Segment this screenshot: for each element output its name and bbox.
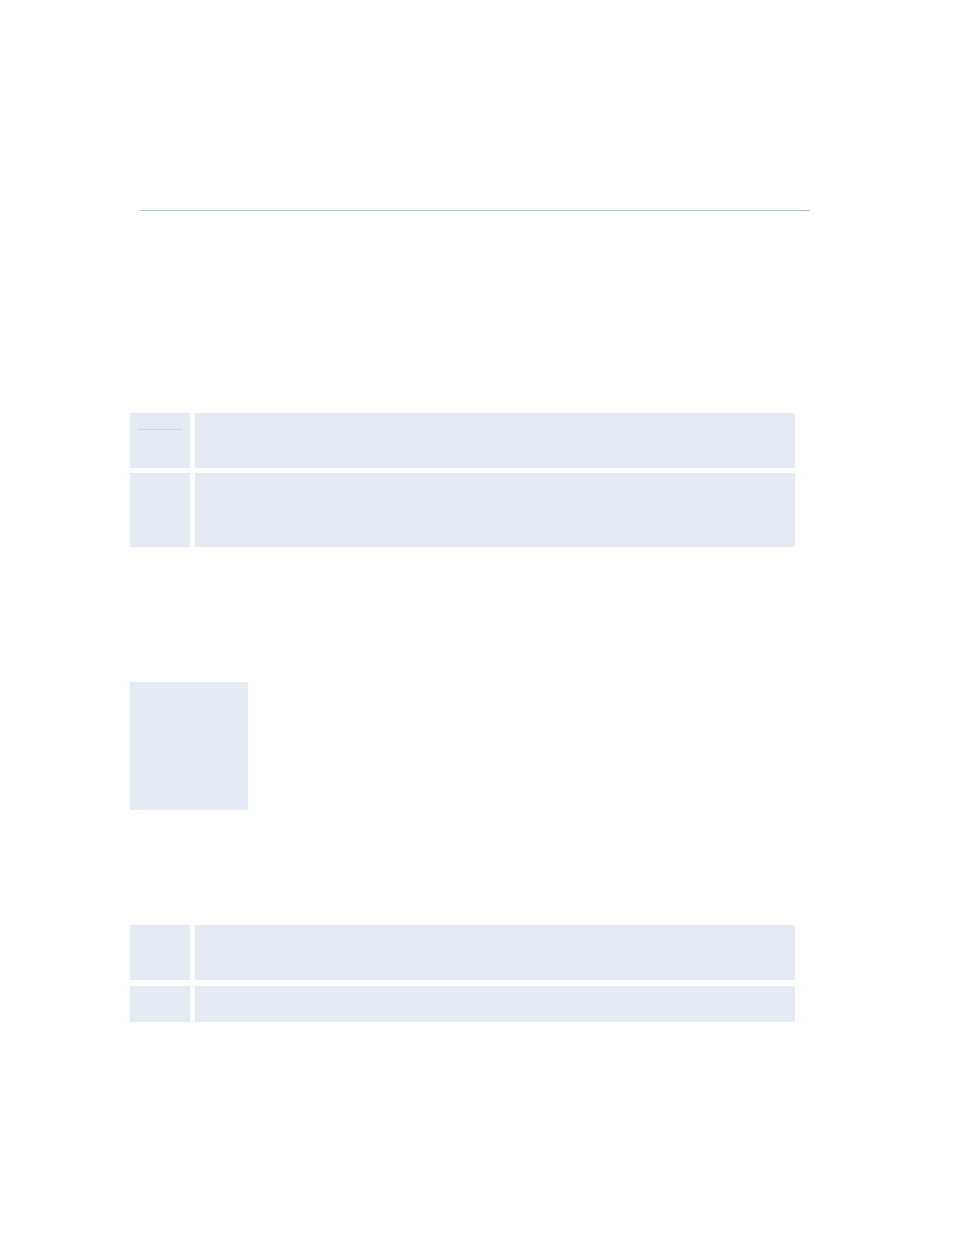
square-block: [130, 682, 248, 810]
table1-row2-left-cell: [130, 473, 190, 547]
table2-row1-right-cell: [195, 925, 795, 980]
table2-row2-right-cell: [195, 986, 795, 1022]
table1-row1-right-cell: [195, 413, 795, 468]
table2-row1-left-cell: [130, 925, 190, 980]
table2-row2-left-cell: [130, 986, 190, 1022]
horizontal-rule: [140, 210, 810, 211]
table1-row2-right-cell: [195, 473, 795, 547]
table1-row1-left-cell: [130, 413, 190, 468]
